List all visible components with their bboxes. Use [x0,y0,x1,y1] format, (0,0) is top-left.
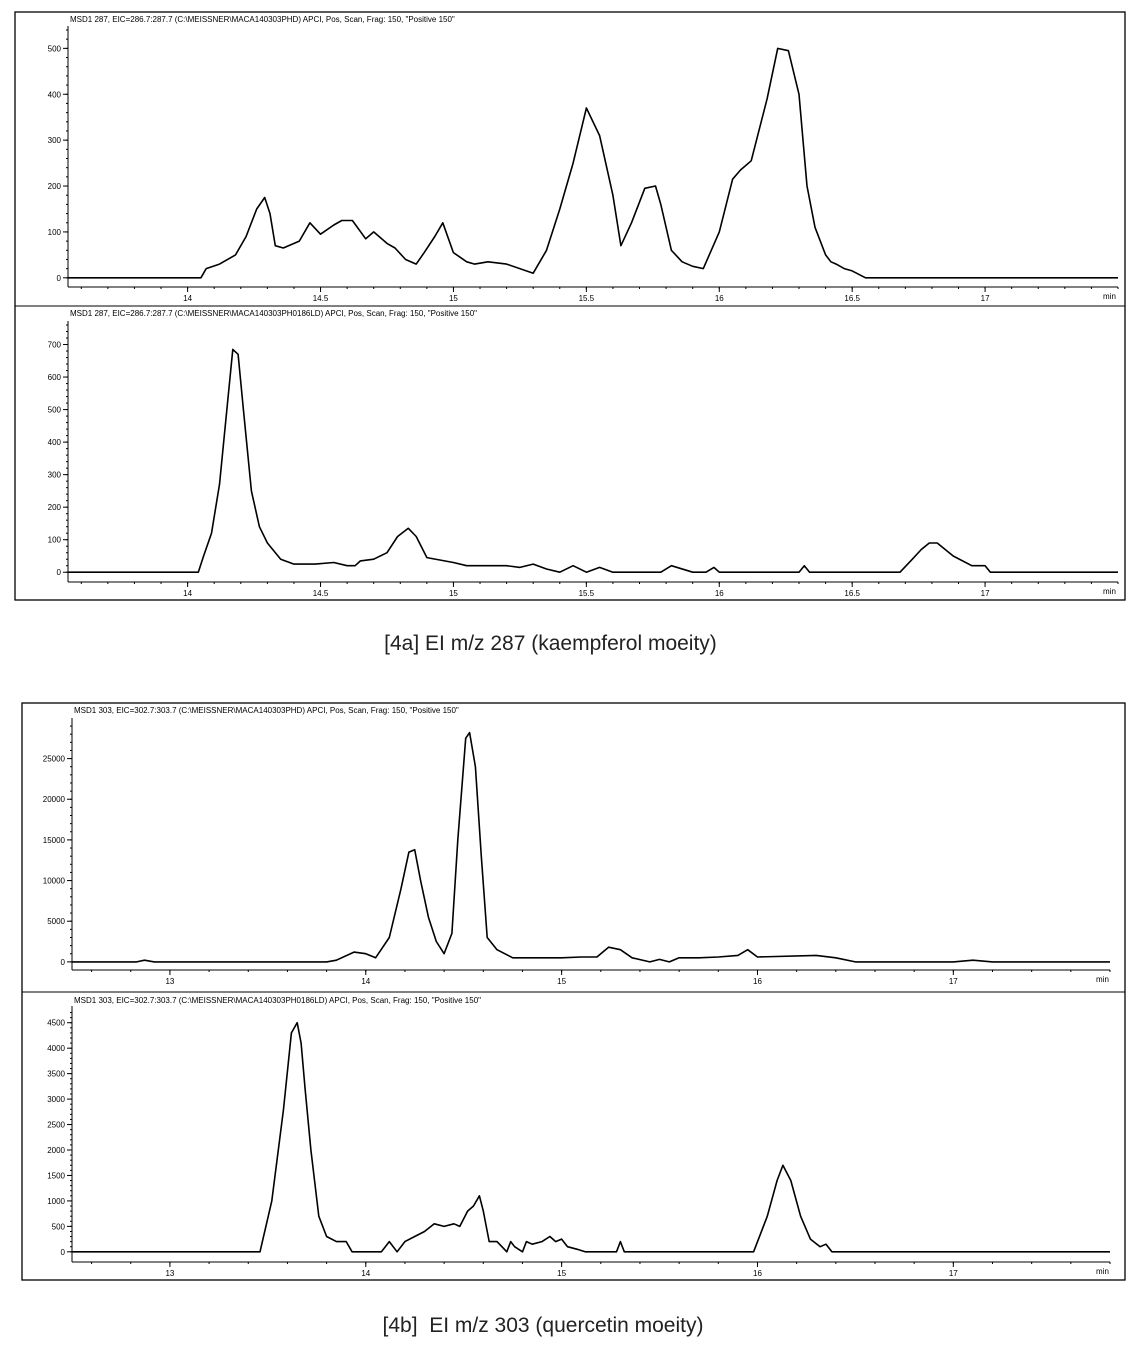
x-tick-label: 15 [557,977,566,986]
chromatogram-trace [68,348,1118,574]
y-tick-label: 300 [48,136,62,145]
chromatogram-trace [72,1021,1110,1253]
y-tick-label: 700 [48,341,62,350]
x-tick-label: 16 [753,1269,762,1278]
y-tick-label: 400 [48,90,62,99]
y-tick-label: 600 [48,373,62,382]
y-tick-label: 15000 [43,836,66,845]
y-tick-label: 0 [61,958,66,967]
x-tick-label: 16.5 [844,589,860,598]
x-tick-label: 15 [449,294,458,303]
y-tick-label: 5000 [47,917,65,926]
y-tick-label: 4000 [47,1044,65,1053]
x-tick-label: 16.5 [844,294,860,303]
y-tick-label: 400 [48,438,62,447]
y-tick-label: 100 [48,228,62,237]
x-tick-label: 15.5 [579,589,595,598]
y-tick-label: 2000 [47,1146,65,1155]
x-unit-label: min [1103,292,1116,301]
x-tick-label: 16 [715,589,724,598]
x-tick-label: 14.5 [313,294,329,303]
y-tick-label: 100 [48,536,62,545]
x-tick-label: 17 [981,294,990,303]
x-tick-label: 16 [715,294,724,303]
x-tick-label: 14 [361,977,370,986]
y-tick-label: 25000 [43,755,66,764]
x-unit-label: min [1103,587,1116,596]
y-tick-label: 0 [57,274,62,283]
y-tick-label: 500 [48,44,62,53]
y-tick-label: 4500 [47,1019,65,1028]
y-tick-label: 20000 [43,795,66,804]
chromatogram-trace [72,731,1110,963]
x-tick-label: 17 [949,1269,958,1278]
y-tick-label: 3000 [47,1095,65,1104]
x-tick-label: 14 [183,294,192,303]
y-tick-label: 0 [61,1248,66,1257]
chromatogram-trace [68,47,1118,279]
chart-panel-quercetin-bottom: MSD1 303, EIC=302.7:303.7 (C:\MEISSNER\M… [47,996,1111,1278]
y-tick-label: 1500 [47,1171,65,1180]
y-tick-label: 2500 [47,1121,65,1130]
y-tick-label: 500 [52,1222,66,1231]
y-tick-label: 500 [48,406,62,415]
x-tick-label: 14.5 [313,589,329,598]
chart-header: MSD1 287, EIC=286.7:287.7 (C:\MEISSNER\M… [70,309,477,318]
chart-panel-quercetin-top: MSD1 303, EIC=302.7:303.7 (C:\MEISSNER\M… [43,706,1111,986]
x-tick-label: 17 [949,977,958,986]
x-tick-label: 15.5 [579,294,595,303]
x-tick-label: 16 [753,977,762,986]
y-tick-label: 1000 [47,1197,65,1206]
x-tick-label: 13 [165,977,174,986]
figure-4b-caption: [4b] EI m/z 303 (quercetin moeity) [382,1314,704,1337]
chart-panel-kaempferol-bottom: MSD1 287, EIC=286.7:287.7 (C:\MEISSNER\M… [48,309,1119,598]
x-tick-label: 17 [981,589,990,598]
y-tick-label: 3500 [47,1070,65,1079]
y-tick-label: 200 [48,182,62,191]
y-tick-label: 10000 [43,877,66,886]
chart-panel-kaempferol-top: MSD1 287, EIC=286.7:287.7 (C:\MEISSNER\M… [48,15,1119,303]
x-tick-label: 15 [557,1269,566,1278]
y-tick-label: 300 [48,471,62,480]
y-tick-label: 0 [57,568,62,577]
x-unit-label: min [1096,1267,1109,1276]
x-tick-label: 14 [183,589,192,598]
x-tick-label: 15 [449,589,458,598]
x-unit-label: min [1096,975,1109,984]
y-tick-label: 200 [48,503,62,512]
x-tick-label: 13 [165,1269,174,1278]
x-tick-label: 14 [361,1269,370,1278]
chart-header: MSD1 303, EIC=302.7:303.7 (C:\MEISSNER\M… [74,996,481,1005]
figure-4a-caption: [4a] EI m/z 287 (kaempferol moeity) [384,632,717,655]
chart-header: MSD1 287, EIC=286.7:287.7 (C:\MEISSNER\M… [70,15,455,24]
chart-header: MSD1 303, EIC=302.7:303.7 (C:\MEISSNER\M… [74,706,459,715]
